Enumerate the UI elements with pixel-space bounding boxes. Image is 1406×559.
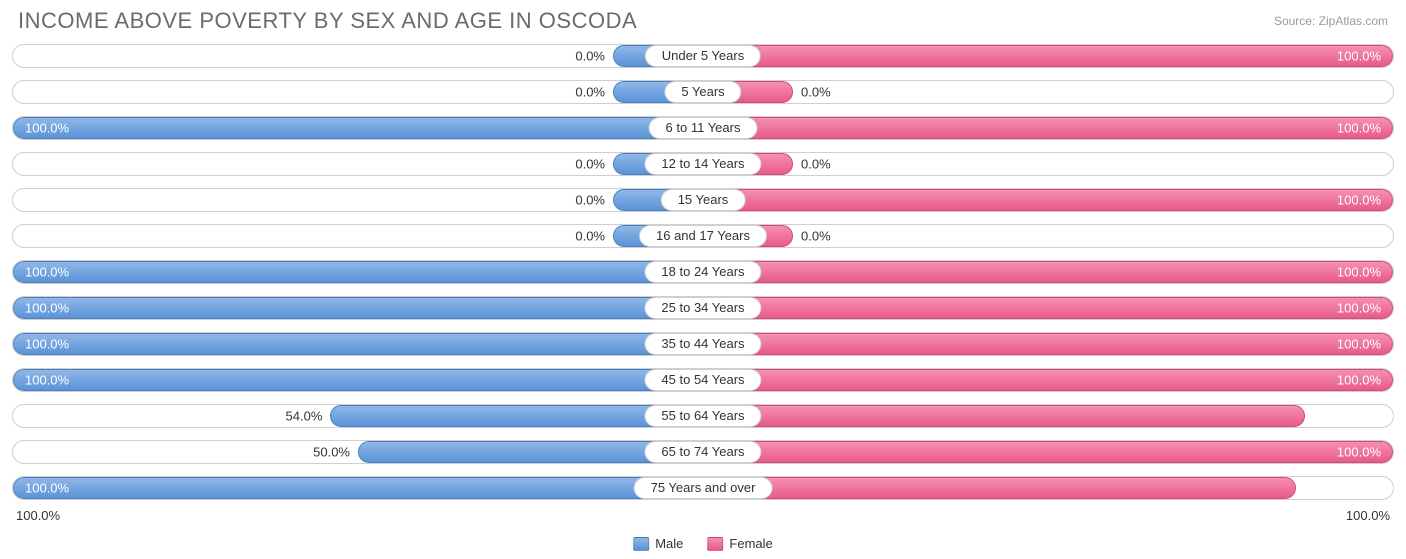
female-pct-label: 100.0%	[1337, 49, 1381, 64]
chart-row: 100.0% 100.0% 35 to 44 Years	[12, 332, 1394, 356]
male-bar	[13, 117, 703, 139]
female-bar	[703, 477, 1296, 499]
male-swatch-icon	[633, 537, 649, 551]
male-pct-label: 100.0%	[25, 481, 69, 496]
female-bar	[703, 405, 1305, 427]
chart-row: 100.0% 100.0% 6 to 11 Years	[12, 116, 1394, 140]
male-bar	[13, 261, 703, 283]
female-pct-label: 100.0%	[1337, 445, 1381, 460]
female-pct-label: 100.0%	[1337, 301, 1381, 316]
female-pct-label: 87.3%	[1344, 409, 1381, 424]
category-label: 25 to 34 Years	[644, 297, 761, 319]
chart-row: 0.0% 0.0% 12 to 14 Years	[12, 152, 1394, 176]
source-attribution: Source: ZipAtlas.com	[1274, 14, 1388, 28]
category-label: 18 to 24 Years	[644, 261, 761, 283]
header: INCOME ABOVE POVERTY BY SEX AND AGE IN O…	[0, 0, 1406, 40]
male-bar	[13, 369, 703, 391]
male-bar	[13, 477, 703, 499]
chart-row: 100.0% 85.9% 75 Years and over	[12, 476, 1394, 500]
male-pct-label: 0.0%	[575, 85, 605, 100]
legend-female: Female	[707, 536, 772, 551]
chart-row: 0.0% 100.0% 15 Years	[12, 188, 1394, 212]
female-bar	[703, 189, 1393, 211]
female-swatch-icon	[707, 537, 723, 551]
female-pct-label: 100.0%	[1337, 337, 1381, 352]
chart-row: 100.0% 100.0% 18 to 24 Years	[12, 260, 1394, 284]
male-pct-label: 0.0%	[575, 229, 605, 244]
chart-row: 0.0% 0.0% 16 and 17 Years	[12, 224, 1394, 248]
chart-row: 50.0% 100.0% 65 to 74 Years	[12, 440, 1394, 464]
female-bar	[703, 297, 1393, 319]
female-pct-label: 0.0%	[801, 157, 831, 172]
chart-row: 0.0% 100.0% Under 5 Years	[12, 44, 1394, 68]
male-pct-label: 54.0%	[286, 409, 323, 424]
category-label: 45 to 54 Years	[644, 369, 761, 391]
category-label: Under 5 Years	[645, 45, 761, 67]
female-pct-label: 0.0%	[801, 229, 831, 244]
male-pct-label: 0.0%	[575, 157, 605, 172]
female-bar	[703, 261, 1393, 283]
chart-row: 0.0% 0.0% 5 Years	[12, 80, 1394, 104]
female-pct-label: 0.0%	[801, 85, 831, 100]
category-label: 65 to 74 Years	[644, 441, 761, 463]
female-pct-label: 100.0%	[1337, 373, 1381, 388]
chart-row: 100.0% 100.0% 25 to 34 Years	[12, 296, 1394, 320]
male-pct-label: 50.0%	[313, 445, 350, 460]
female-pct-label: 85.9%	[1344, 481, 1381, 496]
category-label: 12 to 14 Years	[644, 153, 761, 175]
male-pct-label: 0.0%	[575, 49, 605, 64]
female-bar	[703, 117, 1393, 139]
category-label: 75 Years and over	[634, 477, 773, 499]
female-pct-label: 100.0%	[1337, 265, 1381, 280]
category-label: 5 Years	[664, 81, 741, 103]
male-pct-label: 0.0%	[575, 193, 605, 208]
female-bar	[703, 45, 1393, 67]
category-label: 55 to 64 Years	[644, 405, 761, 427]
legend: Male Female	[633, 536, 773, 551]
category-label: 16 and 17 Years	[639, 225, 767, 247]
axis-left-label: 100.0%	[16, 508, 60, 523]
female-bar	[703, 333, 1393, 355]
category-label: 6 to 11 Years	[649, 117, 758, 139]
chart-row: 100.0% 100.0% 45 to 54 Years	[12, 368, 1394, 392]
male-pct-label: 100.0%	[25, 337, 69, 352]
category-label: 35 to 44 Years	[644, 333, 761, 355]
chart-row: 54.0% 87.3% 55 to 64 Years	[12, 404, 1394, 428]
male-pct-label: 100.0%	[25, 373, 69, 388]
chart-title: INCOME ABOVE POVERTY BY SEX AND AGE IN O…	[18, 8, 637, 34]
legend-female-label: Female	[729, 536, 772, 551]
male-pct-label: 100.0%	[25, 301, 69, 316]
x-axis: 100.0% 100.0%	[0, 508, 1406, 523]
male-bar	[13, 297, 703, 319]
poverty-chart: 0.0% 100.0% Under 5 Years 0.0% 0.0% 5 Years 10…	[0, 40, 1406, 500]
category-label: 15 Years	[661, 189, 746, 211]
female-bar	[703, 369, 1393, 391]
male-pct-label: 100.0%	[25, 121, 69, 136]
legend-male: Male	[633, 536, 683, 551]
legend-male-label: Male	[655, 536, 683, 551]
female-pct-label: 100.0%	[1337, 121, 1381, 136]
male-bar	[13, 333, 703, 355]
female-bar	[703, 441, 1393, 463]
male-pct-label: 100.0%	[25, 265, 69, 280]
female-pct-label: 100.0%	[1337, 193, 1381, 208]
axis-right-label: 100.0%	[1346, 508, 1390, 523]
